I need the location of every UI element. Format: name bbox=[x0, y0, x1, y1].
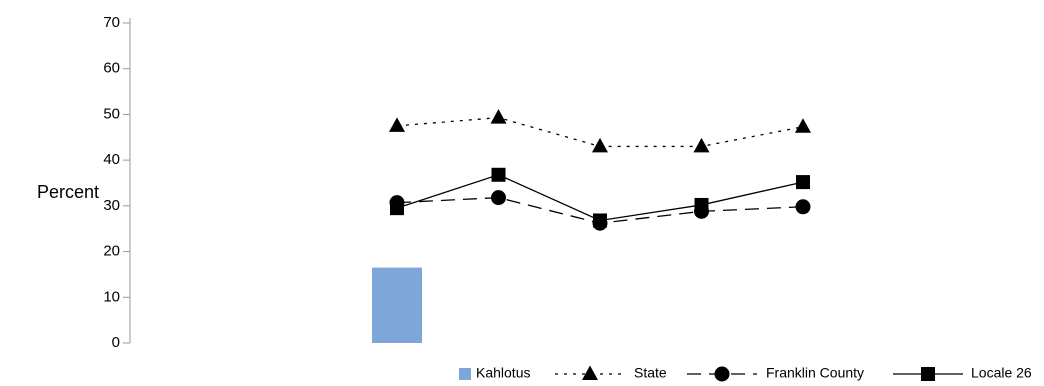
y-tick-label: 20 bbox=[103, 243, 120, 260]
legend: Kahlotus State Franklin County Locale 26 bbox=[459, 365, 1032, 382]
y-tick-label: 60 bbox=[103, 60, 120, 77]
locale-26-marker bbox=[694, 197, 709, 212]
y-tick-label: 40 bbox=[103, 151, 120, 168]
legend-state-label: State bbox=[634, 365, 667, 381]
y-axis-title: Percent bbox=[37, 182, 99, 202]
state-marker bbox=[795, 118, 811, 133]
legend-kahlotus-swatch bbox=[459, 368, 471, 380]
kahlotus-bar bbox=[372, 267, 422, 343]
locale-26-marker bbox=[796, 175, 810, 190]
y-tick-label: 30 bbox=[103, 197, 120, 214]
state-marker bbox=[693, 137, 710, 153]
state-marker bbox=[592, 137, 608, 153]
y-tick-label: 70 bbox=[103, 14, 120, 31]
legend-kahlotus-label: Kahlotus bbox=[476, 365, 530, 381]
locale-26-marker bbox=[593, 213, 607, 228]
y-tick-label: 10 bbox=[103, 288, 120, 305]
locale-26-marker bbox=[491, 167, 506, 182]
franklin-county-marker bbox=[795, 199, 811, 215]
bar-layer bbox=[372, 267, 422, 343]
legend-locale-26-marker bbox=[921, 367, 935, 381]
state-marker bbox=[389, 117, 405, 132]
line-layer bbox=[389, 109, 811, 231]
legend-franklin-county-marker bbox=[714, 366, 730, 382]
locale-26-marker bbox=[390, 201, 404, 216]
legend-locale-26-label: Locale 26 bbox=[971, 365, 1032, 381]
franklin-county-marker bbox=[491, 190, 506, 206]
y-tick-label: 50 bbox=[103, 105, 120, 122]
legend-franklin-county-label: Franklin County bbox=[766, 365, 864, 381]
y-axis: 0 10 20 30 40 50 60 70 bbox=[103, 14, 131, 351]
legend-state-marker bbox=[582, 365, 598, 380]
y-tick-label: 0 bbox=[112, 334, 120, 351]
state-marker bbox=[490, 109, 507, 124]
